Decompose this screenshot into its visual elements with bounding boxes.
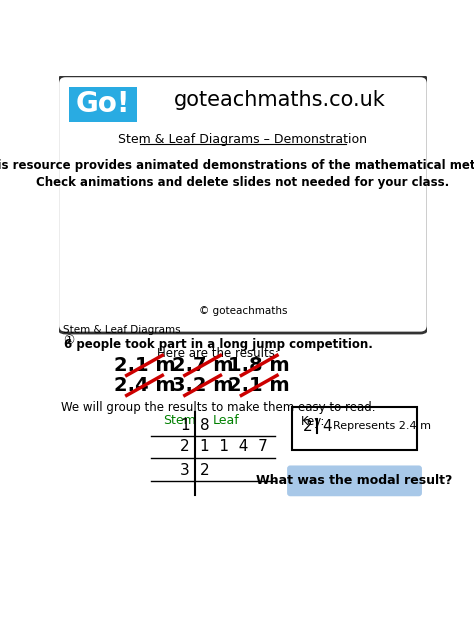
- Text: Check animations and delete slides not needed for your class.: Check animations and delete slides not n…: [36, 176, 449, 190]
- Text: Stem & Leaf Diagrams: Stem & Leaf Diagrams: [63, 325, 181, 336]
- Text: 2: 2: [180, 439, 190, 454]
- Text: 3: 3: [180, 463, 190, 478]
- Text: 6 people took part in a long jump competition.: 6 people took part in a long jump compet…: [64, 337, 373, 351]
- FancyBboxPatch shape: [69, 87, 137, 122]
- Text: 2.1 m: 2.1 m: [114, 356, 175, 375]
- Text: Stem: Stem: [163, 414, 196, 427]
- Text: 8: 8: [201, 418, 210, 433]
- Text: goteachmaths.co.uk: goteachmaths.co.uk: [174, 90, 386, 110]
- FancyBboxPatch shape: [292, 407, 417, 450]
- Text: 1  1  4  7: 1 1 4 7: [201, 439, 268, 454]
- FancyBboxPatch shape: [58, 76, 428, 333]
- Text: This resource provides animated demonstrations of the mathematical method.: This resource provides animated demonstr…: [0, 159, 474, 172]
- Text: 2.1 m: 2.1 m: [228, 376, 290, 395]
- Text: 2: 2: [303, 418, 313, 434]
- Text: 1: 1: [180, 418, 190, 433]
- Text: Here are the results:: Here are the results:: [157, 347, 279, 360]
- Text: 2: 2: [201, 463, 210, 478]
- Text: We will group the results to make them easy to read.: We will group the results to make them e…: [61, 401, 375, 414]
- Text: Key:: Key:: [301, 415, 326, 428]
- Text: 3.2 m: 3.2 m: [172, 376, 233, 395]
- Text: Leaf: Leaf: [212, 414, 239, 427]
- Text: ①: ①: [63, 334, 74, 347]
- Text: Go!: Go!: [75, 90, 130, 118]
- Text: 4: 4: [322, 418, 332, 434]
- FancyBboxPatch shape: [287, 465, 422, 496]
- Text: Stem & Leaf Diagrams – Demonstration: Stem & Leaf Diagrams – Demonstration: [118, 133, 367, 146]
- Text: Represents 2.4 m: Represents 2.4 m: [333, 421, 431, 431]
- Text: © goteachmaths: © goteachmaths: [199, 307, 287, 317]
- Text: 2.7 m: 2.7 m: [172, 356, 233, 375]
- Text: What was the modal result?: What was the modal result?: [256, 475, 453, 487]
- Text: 2.4 m: 2.4 m: [114, 376, 175, 395]
- Text: 1.8 m: 1.8 m: [228, 356, 290, 375]
